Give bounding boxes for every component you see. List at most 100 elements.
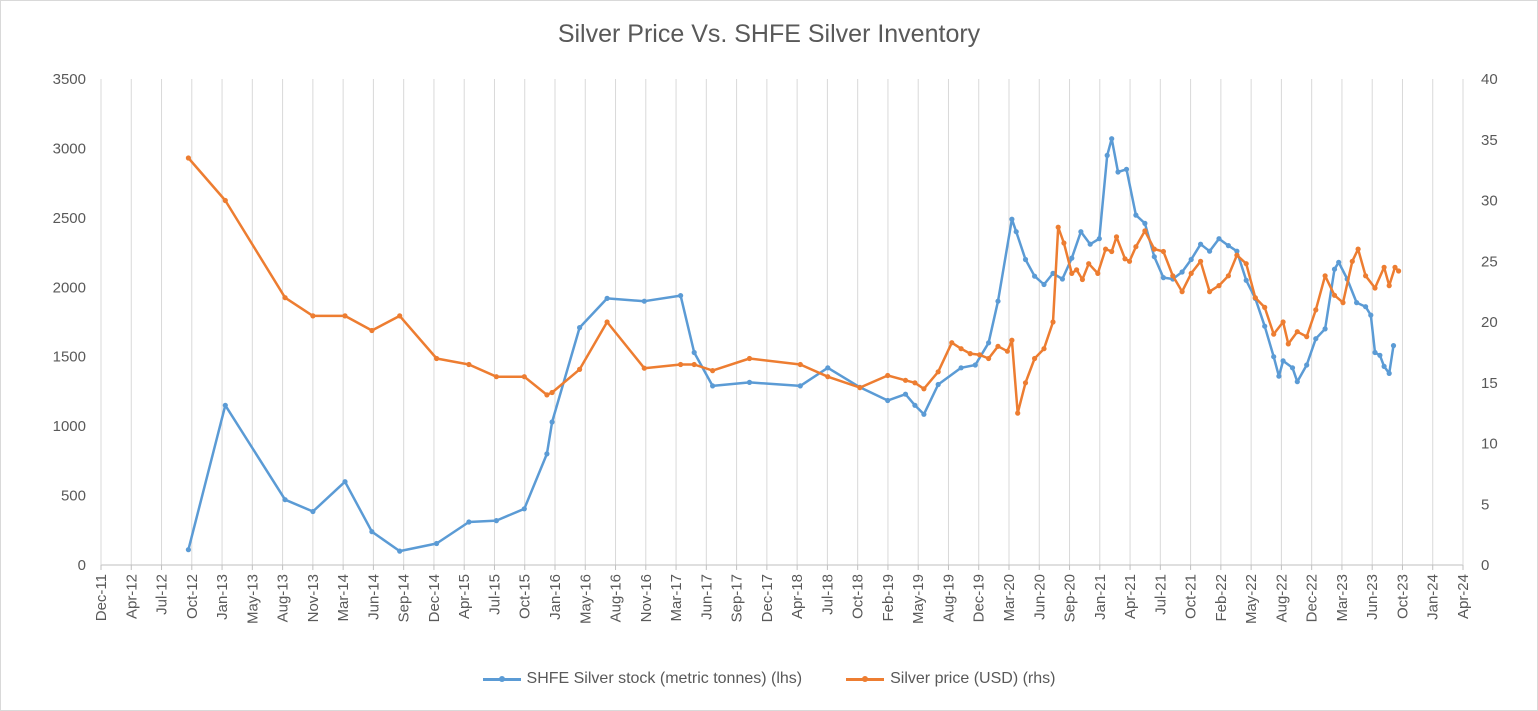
x-tick-label: Nov-13 [305, 574, 322, 622]
data-point [1207, 248, 1213, 254]
data-point [544, 392, 550, 398]
data-point [310, 508, 316, 515]
x-tick-label: Nov-16 [638, 574, 655, 622]
data-point [493, 374, 499, 380]
x-tick-label: Jun-23 [1364, 574, 1381, 620]
data-point [282, 295, 288, 301]
data-point [1022, 256, 1029, 263]
x-tick-label: May-19 [910, 574, 927, 624]
data-point [967, 351, 973, 357]
left-y-tick-label: 1000 [53, 418, 86, 435]
x-tick-label: Aug-19 [940, 574, 957, 622]
x-tick-label: Apr-12 [123, 574, 140, 619]
data-point [1368, 312, 1374, 318]
legend-item-price: Silver price (USD) (rhs) [846, 670, 1055, 688]
data-point [466, 519, 472, 525]
x-tick-label: May-13 [244, 574, 261, 624]
data-point [1381, 264, 1387, 270]
data-point [369, 529, 375, 535]
x-tick-label: Aug-22 [1273, 574, 1290, 622]
data-point [1289, 365, 1296, 371]
legend-swatch-price [846, 674, 885, 684]
data-point [1069, 270, 1075, 276]
data-point [1280, 358, 1286, 364]
data-point [434, 355, 440, 362]
data-point [1115, 169, 1121, 175]
data-point [1336, 259, 1342, 265]
axes [100, 79, 1464, 570]
data-point [1386, 283, 1392, 289]
data-point [1363, 273, 1369, 279]
data-point [1252, 295, 1258, 301]
left-y-tick-label: 1500 [53, 349, 86, 366]
data-point [1123, 166, 1130, 172]
x-tick-label: Jun-17 [698, 574, 715, 620]
data-point [310, 313, 316, 319]
data-point [1392, 264, 1398, 270]
data-point [1271, 354, 1277, 360]
x-tick-label: Feb-19 [880, 574, 897, 622]
data-point [1087, 241, 1093, 247]
x-tick-label: Oct-15 [517, 574, 534, 619]
x-tick-label: Sep-20 [1062, 574, 1079, 622]
data-point [1069, 255, 1075, 261]
right-axis-tick-labels: 0 5 10 15 20 25 30 35 40 [1481, 71, 1498, 574]
data-point [1331, 292, 1338, 298]
left-axis-tick-labels: 0 500 1000 1500 2000 2500 3000 3500 [53, 71, 86, 574]
legend: SHFE Silver stock (metric tonnes) (lhs) … [0, 666, 1538, 692]
data-point [1004, 348, 1011, 354]
data-point [1009, 337, 1015, 343]
right-y-tick-label: 0 [1481, 557, 1489, 574]
data-point [1013, 229, 1019, 235]
data-point [1061, 240, 1067, 246]
right-y-tick-label: 40 [1481, 71, 1498, 88]
data-point [825, 374, 831, 380]
right-y-tick-label: 20 [1481, 314, 1498, 331]
data-point [1313, 307, 1319, 313]
data-point [1122, 256, 1128, 262]
data-point [641, 298, 647, 304]
data-point [1280, 319, 1286, 325]
x-tick-label: Apr-21 [1122, 574, 1139, 619]
chart-title: Silver Price Vs. SHFE Silver Inventory [557, 20, 981, 48]
data-point [995, 298, 1001, 304]
data-point [825, 365, 831, 371]
data-point [972, 362, 978, 368]
data-point [1126, 258, 1133, 264]
data-point [222, 197, 228, 204]
x-tick-label: Jan-24 [1425, 574, 1442, 620]
data-point [1009, 216, 1015, 222]
data-point [282, 497, 288, 503]
data-point [1104, 152, 1110, 158]
data-point [1349, 258, 1355, 264]
data-point [577, 366, 583, 372]
data-point [1133, 212, 1139, 218]
data-point [1234, 248, 1240, 254]
data-point [958, 365, 964, 371]
data-point [1262, 304, 1268, 310]
data-point [1142, 220, 1148, 226]
series-shfe-stock [185, 136, 1397, 554]
data-point [342, 479, 348, 485]
data-point [921, 411, 927, 417]
data-point [1188, 256, 1194, 263]
data-point [1050, 319, 1056, 325]
data-point [1096, 236, 1102, 242]
data-point [1170, 273, 1176, 279]
data-point [1304, 334, 1310, 340]
x-tick-label: Jul-15 [486, 574, 503, 615]
data-point [1041, 281, 1047, 288]
data-point [1262, 323, 1268, 329]
data-point [1050, 270, 1056, 276]
x-tick-label: Jan-16 [547, 574, 564, 620]
x-tick-label: Mar-20 [1001, 574, 1018, 622]
right-y-tick-label: 35 [1481, 132, 1498, 149]
x-tick-label: Jan-21 [1092, 574, 1109, 620]
data-point [1188, 270, 1194, 276]
data-point [466, 361, 472, 368]
data-point [1276, 373, 1282, 379]
data-point [1160, 248, 1166, 255]
data-point [1086, 261, 1092, 267]
x-tick-label: Jul-18 [819, 574, 836, 615]
x-tick-label: Sep-14 [396, 574, 413, 622]
